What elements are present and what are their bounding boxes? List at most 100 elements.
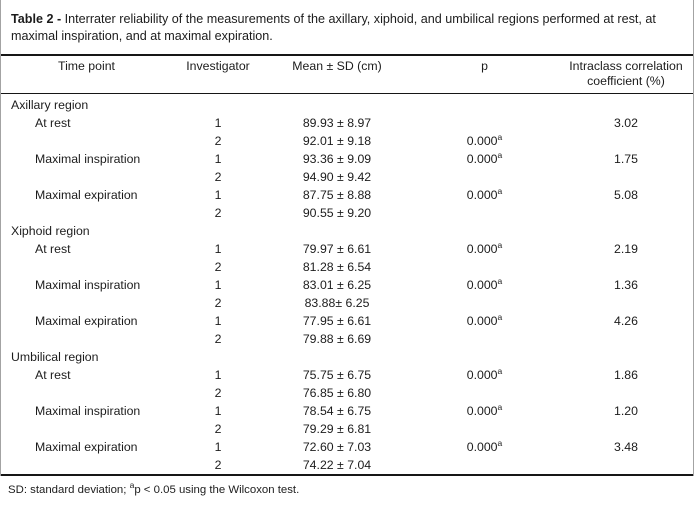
header-time-point: Time point <box>1 55 172 94</box>
p-value-cell: 0.000a <box>410 438 559 456</box>
mean-sd-cell: 93.36 ± 9.09 <box>302 152 372 166</box>
mean-sd-cell: 78.54 ± 6.75 <box>302 404 372 418</box>
investigator-cell: 1 <box>214 188 222 202</box>
mean-sd-cell: 79.29 ± 6.81 <box>302 422 372 436</box>
p-value-cell: 0.000a <box>410 240 559 258</box>
footnote-suffix: p < 0.05 using the Wilcoxon test. <box>134 484 300 496</box>
table-row: 2 83.88± 6.25 <box>1 294 693 312</box>
footnote-significance-marker: a <box>129 480 135 491</box>
investigator-cell: 1 <box>214 404 222 418</box>
mean-sd-cell: 77.95 ± 6.61 <box>302 314 372 328</box>
time-point-cell <box>1 258 172 276</box>
icc-cell: 5.08 <box>614 188 638 202</box>
table-footnote: SD: standard deviation; ap < 0.05 using … <box>0 476 694 497</box>
investigator-cell: 1 <box>214 152 222 166</box>
time-point-cell: Maximal expiration <box>35 314 138 328</box>
time-point-cell: Maximal expiration <box>35 188 138 202</box>
investigator-cell: 2 <box>214 134 222 148</box>
p-value-cell <box>410 456 559 475</box>
mean-sd-cell: 94.90 ± 9.42 <box>302 170 372 184</box>
investigator-cell: 1 <box>214 368 222 382</box>
mean-sd-cell: 87.75 ± 8.88 <box>302 188 372 202</box>
mean-sd-cell: 90.55 ± 9.20 <box>302 206 372 220</box>
icc-cell <box>559 330 693 348</box>
significance-marker: a <box>497 185 503 196</box>
time-point-cell <box>1 168 172 186</box>
p-value-cell <box>410 258 559 276</box>
table-row: Maximal inspiration 1 78.54 ± 6.75 0.000a 1.… <box>1 402 693 420</box>
mean-sd-cell: 92.01 ± 9.18 <box>302 134 372 148</box>
icc-cell <box>559 456 693 475</box>
p-value-cell <box>410 114 559 132</box>
mean-sd-cell: 81.28 ± 6.54 <box>302 260 372 274</box>
table-row: At rest 1 79.97 ± 6.61 0.000a 2.19 <box>1 240 693 258</box>
section-header-row: Umbilical region <box>1 348 693 366</box>
time-point-cell <box>1 420 172 438</box>
section-header-row: Xiphoid region <box>1 222 693 240</box>
time-point-cell <box>1 330 172 348</box>
significance-marker: a <box>497 131 503 142</box>
table-row: 2 79.29 ± 6.81 <box>1 420 693 438</box>
time-point-cell: At rest <box>35 242 71 256</box>
icc-cell <box>559 420 693 438</box>
table-row: 2 94.90 ± 9.42 <box>1 168 693 186</box>
investigator-cell: 2 <box>214 332 222 346</box>
icc-cell <box>559 132 693 150</box>
header-p: p <box>410 55 559 94</box>
investigator-cell: 2 <box>214 206 222 220</box>
p-value-cell <box>410 384 559 402</box>
time-point-cell <box>1 384 172 402</box>
icc-cell: 1.20 <box>614 404 638 418</box>
p-value: 0.000 <box>466 188 498 202</box>
p-value-cell <box>410 330 559 348</box>
time-point-cell: Maximal inspiration <box>35 404 141 418</box>
p-value: 0.000 <box>466 368 498 382</box>
p-value: 0.000 <box>466 404 498 418</box>
p-value-cell <box>410 168 559 186</box>
p-value: 0.000 <box>466 242 498 256</box>
investigator-cell: 1 <box>214 116 222 130</box>
table-row: Maximal expiration 1 72.60 ± 7.03 0.000a 3.4… <box>1 438 693 456</box>
investigator-cell: 1 <box>214 278 222 292</box>
section-name: Axillary region <box>11 98 89 112</box>
header-investigator: Investigator <box>172 55 264 94</box>
p-value: 0.000 <box>466 278 498 292</box>
icc-cell <box>559 168 693 186</box>
header-row: Time point Investigator Mean ± SD (cm) p… <box>1 55 693 94</box>
p-value: 0.000 <box>466 134 498 148</box>
p-value-cell: 0.000a <box>410 366 559 384</box>
p-value-cell: 0.000a <box>410 276 559 294</box>
mean-sd-cell: 72.60 ± 7.03 <box>302 440 372 454</box>
p-value: 0.000 <box>466 440 498 454</box>
p-value: 0.000 <box>466 314 498 328</box>
p-value-cell: 0.000a <box>410 132 559 150</box>
icc-cell: 3.02 <box>614 116 638 130</box>
table-row: Maximal expiration 1 77.95 ± 6.61 0.000a 4.2… <box>1 312 693 330</box>
significance-marker: a <box>497 311 503 322</box>
table-caption: Table 2 - Interrater reliability of the … <box>1 0 693 54</box>
icc-cell: 2.19 <box>614 242 638 256</box>
icc-cell: 3.48 <box>614 440 638 454</box>
mean-sd-cell: 79.88 ± 6.69 <box>302 332 372 346</box>
time-point-cell: Maximal inspiration <box>35 152 141 166</box>
icc-cell: 1.75 <box>614 152 638 166</box>
mean-sd-cell: 83.88± 6.25 <box>304 296 370 310</box>
table-caption-text: Interrater reliability of the measuremen… <box>11 12 656 43</box>
table-row: Maximal expiration 1 87.75 ± 8.88 0.000a 5.0… <box>1 186 693 204</box>
p-value-cell: 0.000a <box>410 150 559 168</box>
table-row: At rest 1 75.75 ± 6.75 0.000a 1.86 <box>1 366 693 384</box>
table-header: Time point Investigator Mean ± SD (cm) p… <box>1 55 693 94</box>
p-value-cell: 0.000a <box>410 312 559 330</box>
investigator-cell: 2 <box>214 386 222 400</box>
table-row: Maximal inspiration 1 93.36 ± 9.09 0.000a 1.… <box>1 150 693 168</box>
table-row: 2 92.01 ± 9.18 0.000a <box>1 132 693 150</box>
mean-sd-cell: 76.85 ± 6.80 <box>302 386 372 400</box>
header-mean-sd: Mean ± SD (cm) <box>264 55 410 94</box>
table-row: At rest 1 89.93 ± 8.97 3.02 <box>1 114 693 132</box>
icc-cell <box>559 384 693 402</box>
time-point-cell: Maximal inspiration <box>35 278 141 292</box>
p-value: 0.000 <box>466 152 498 166</box>
table-row: 2 90.55 ± 9.20 <box>1 204 693 222</box>
investigator-cell: 2 <box>214 170 222 184</box>
